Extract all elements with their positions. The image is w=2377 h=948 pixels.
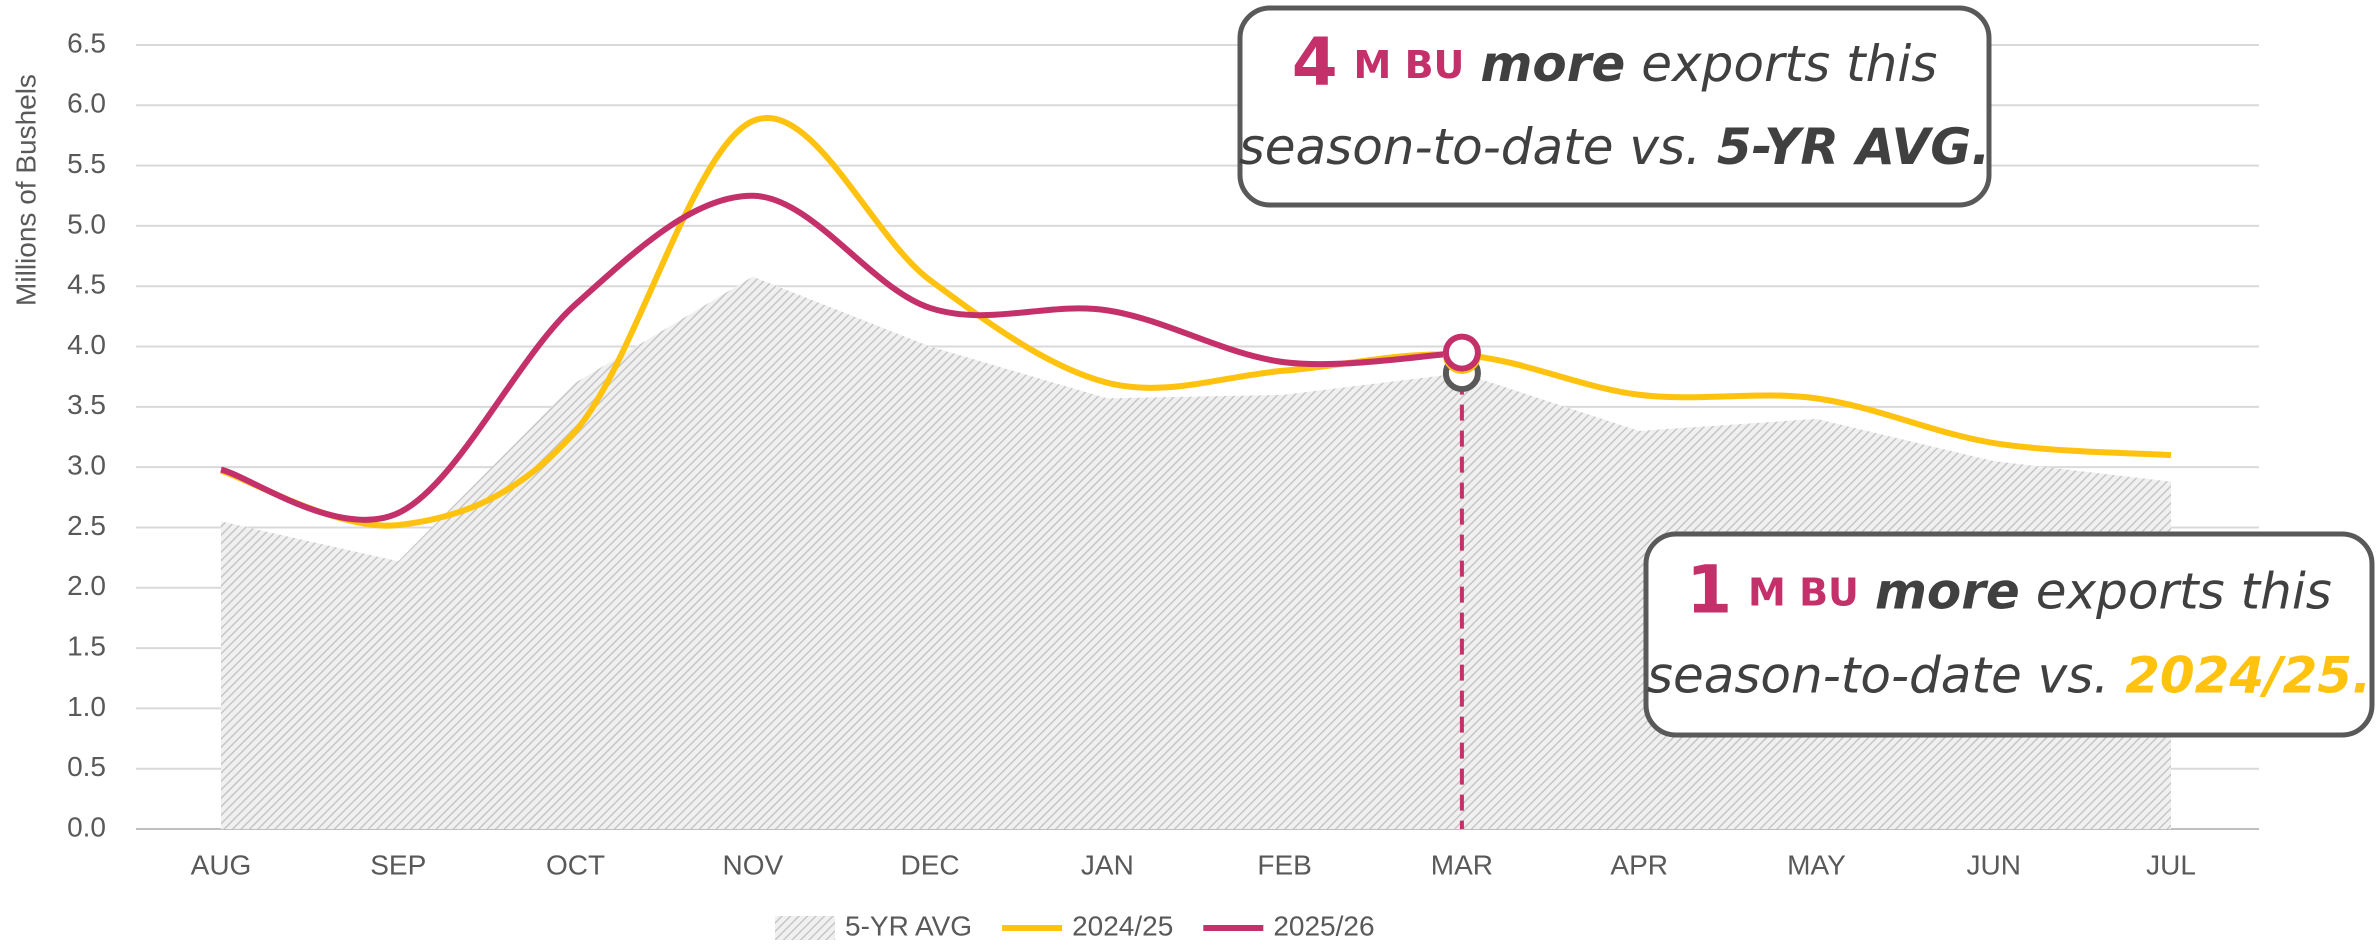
annotation-line: season-to-date vs. 5-YR AVG. — [1239, 117, 1991, 175]
annotation-line: 4 M BU more exports this — [1292, 24, 1938, 101]
annotation-text: 1 — [1686, 551, 1732, 628]
line — [220, 115, 2172, 529]
y-tick-label: 1.0 — [67, 691, 106, 722]
annotation-line: 1 M BU more exports this — [1686, 551, 2332, 628]
x-tick-label: MAY — [1787, 849, 1846, 880]
y-tick-label: 3.0 — [67, 450, 106, 481]
x-tick-label: OCT — [546, 849, 605, 880]
x-tick-label: JAN — [1081, 849, 1134, 880]
annotation-text: more — [1875, 562, 2020, 620]
marker — [1442, 333, 1481, 372]
annotation-text: M BU — [1748, 570, 1859, 614]
annotation-text: more — [1480, 35, 1625, 93]
annotation-box — [1237, 5, 1992, 208]
x-tick-label: AUG — [191, 849, 252, 880]
legend-label: 2024/25 — [1072, 910, 1173, 941]
y-tick-label: 6.5 — [67, 27, 106, 58]
x-tick-label: SEP — [370, 849, 426, 880]
annotation-text: exports this — [2036, 562, 2332, 620]
annotation-text: exports this — [1641, 35, 1937, 93]
legend-swatch — [775, 916, 835, 940]
annotation-text: 5-YR AVG. — [1717, 117, 1990, 175]
x-tick-label: APR — [1610, 849, 1668, 880]
x-tick-label: MAR — [1431, 849, 1493, 880]
annotation-text: season-to-date vs. — [1647, 646, 2109, 704]
annotation-text: 4 — [1292, 24, 1338, 101]
y-tick-label: 4.5 — [67, 269, 106, 300]
y-tick-label: 1.5 — [67, 630, 106, 661]
annotation-line: season-to-date vs. 2024/25. — [1647, 646, 2371, 704]
annotation-text: 2024/25. — [2125, 646, 2371, 704]
y-tick-label: 3.5 — [67, 389, 106, 420]
y-tick-label: 0.0 — [67, 811, 106, 842]
y-tick-label: 0.5 — [67, 751, 106, 782]
annotation-text: M BU — [1354, 43, 1465, 87]
legend-label: 2025/26 — [1273, 910, 1374, 941]
y-tick-label: 2.0 — [67, 570, 106, 601]
annotation-box — [1643, 531, 2375, 738]
legend-label: 5-YR AVG — [845, 910, 972, 941]
annotation-text: season-to-date vs. — [1239, 117, 1701, 175]
x-tick-label: JUL — [2146, 849, 2196, 880]
y-tick-label: 5.0 — [67, 208, 106, 239]
y-axis-label: Millions of Bushels — [10, 74, 41, 306]
y-tick-label: 6.0 — [67, 88, 106, 119]
line — [220, 192, 1463, 523]
x-tick-label: DEC — [901, 849, 960, 880]
y-tick-label: 4.0 — [67, 329, 106, 360]
y-tick-label: 5.5 — [67, 148, 106, 179]
y-tick-label: 2.5 — [67, 510, 106, 541]
x-tick-label: JUN — [1967, 849, 2021, 880]
x-tick-label: NOV — [722, 849, 783, 880]
x-tick-label: FEB — [1257, 849, 1311, 880]
